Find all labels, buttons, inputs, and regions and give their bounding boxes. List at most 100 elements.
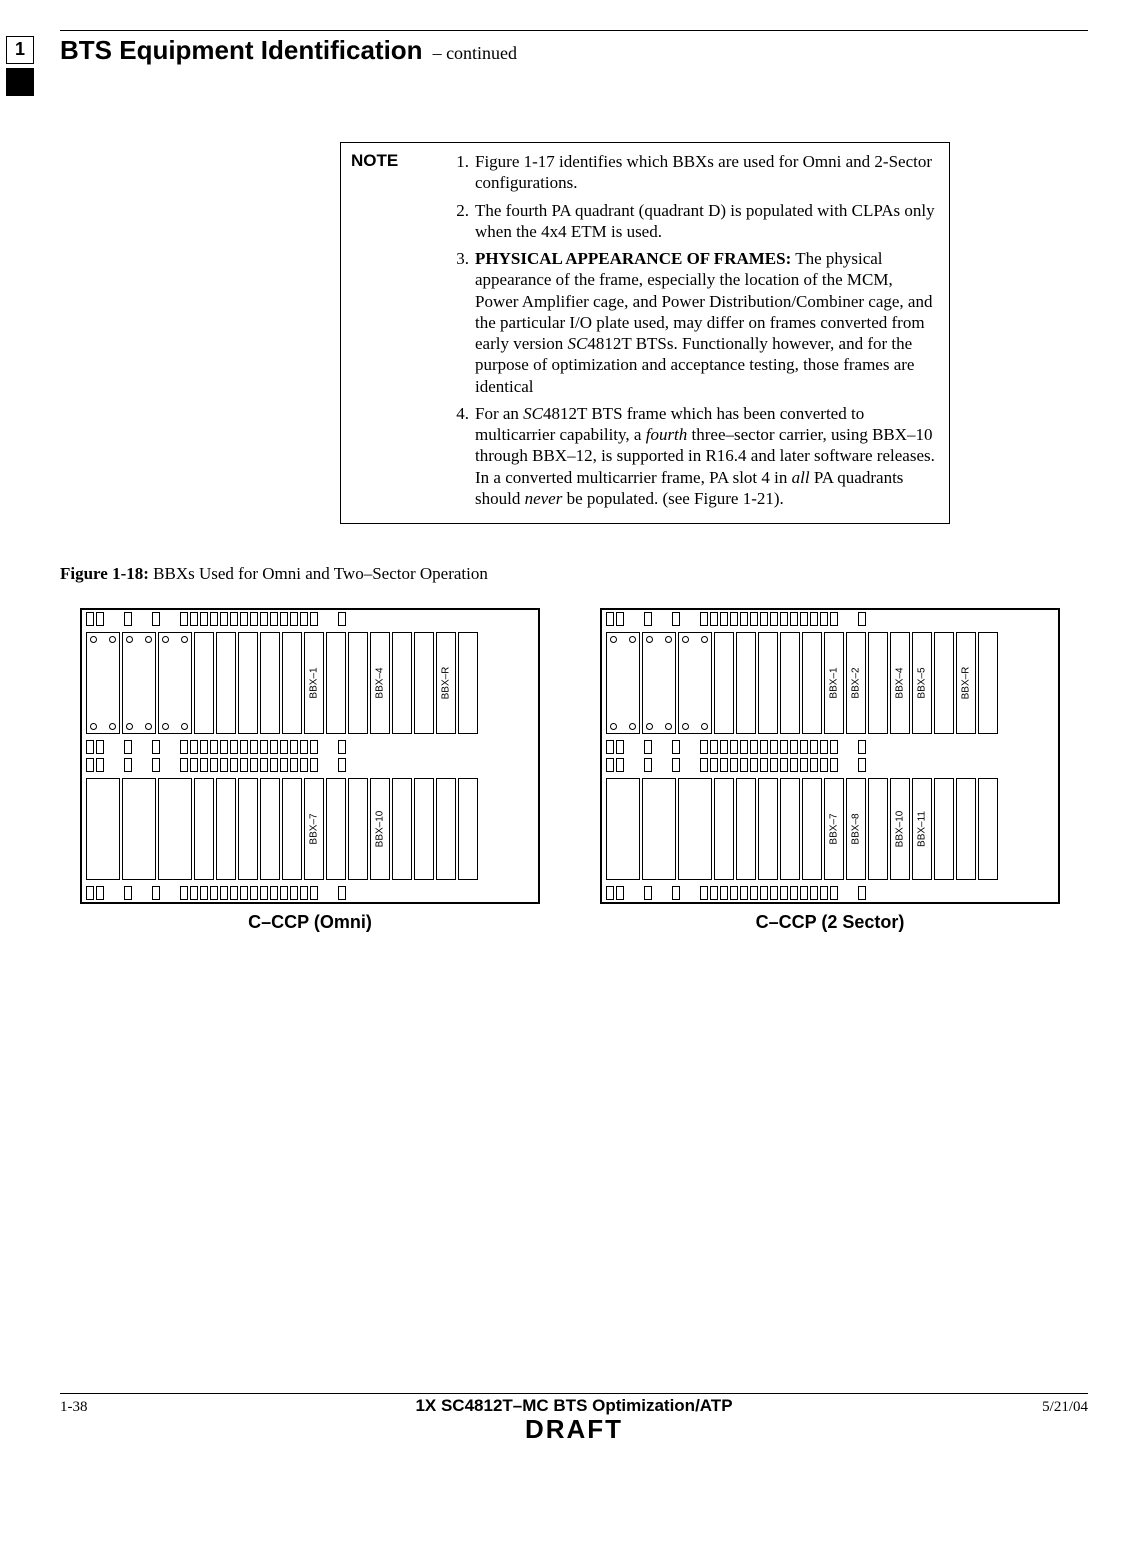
card-label: BBX–4 [895,667,906,698]
connector-icon [124,886,132,900]
connector-icon [250,612,258,626]
note-box: NOTE 1.Figure 1-17 identifies which BBXs… [340,142,950,524]
connector-icon [300,886,308,900]
connector-icon [858,612,866,626]
connector-icon [830,758,838,772]
connector-icon [790,886,798,900]
footer-doc-title: 1X SC4812T–MC BTS Optimization/ATP [180,1396,968,1416]
connector-icon [240,612,248,626]
connector-strip [602,756,1058,774]
connector-icon [800,612,808,626]
screw-icon [665,636,672,643]
connector-icon [200,886,208,900]
empty-card [736,778,756,880]
card-label: BBX–R [961,667,972,700]
connector-icon [730,740,738,754]
empty-card [260,632,280,734]
footer-date: 5/21/04 [968,1399,1088,1416]
empty-card [260,778,280,880]
empty-card [282,778,302,880]
connector-icon [606,886,614,900]
screw-icon [610,723,617,730]
connector-icon [240,740,248,754]
empty-card [978,632,998,734]
connector-icon [820,758,828,772]
connector-icon [858,740,866,754]
card-label: BBX–8 [851,813,862,844]
note-item-number: 3. [451,248,475,397]
connector-icon [190,886,198,900]
connector-icon [310,740,318,754]
footer-draft: DRAFT [60,1414,1088,1445]
connector-icon [830,612,838,626]
page-chapter-marker: 1 [6,36,34,64]
connector-icon [720,758,728,772]
connector-icon [750,758,758,772]
connector-icon [220,740,228,754]
connector-icon [290,740,298,754]
connector-icon [240,758,248,772]
connector-icon [700,758,708,772]
connector-icon [152,612,160,626]
connector-icon [152,886,160,900]
connector-icon [616,886,624,900]
connector-icon [290,758,298,772]
bbx-card: BBX–10 [370,778,390,880]
bbx-card: BBX–5 [912,632,932,734]
screw-icon [109,723,116,730]
connector-icon [830,740,838,754]
screw-icon [90,636,97,643]
connector-icon [338,758,346,772]
chassis-two-sector: BBX–1BBX–2BBX–4BBX–5BBX–R BBX–7BBX–8BBX–… [600,608,1060,904]
footer: 1-38 1X SC4812T–MC BTS Optimization/ATP … [60,1394,1088,1416]
connector-icon [280,612,288,626]
bbx-card: BBX–7 [304,778,324,880]
connector-icon [720,886,728,900]
connector-icon [750,612,758,626]
connector-strip [602,738,1058,756]
empty-card [158,632,192,734]
connector-icon [260,740,268,754]
screw-icon [181,723,188,730]
connector-icon [606,612,614,626]
connector-icon [300,612,308,626]
connector-icon [810,740,818,754]
connector-icon [820,612,828,626]
empty-card [678,632,712,734]
screw-icon [162,636,169,643]
screw-icon [682,723,689,730]
connector-icon [270,612,278,626]
connector-icon [720,612,728,626]
connector-icon [260,758,268,772]
note-item-number: 1. [451,151,475,194]
connector-icon [152,758,160,772]
connector-strip [602,884,1058,902]
note-body: 1.Figure 1-17 identifies which BBXs are … [451,143,949,523]
connector-icon [220,758,228,772]
connector-icon [290,612,298,626]
card-label: BBX–R [441,667,452,700]
connector-icon [230,758,238,772]
connector-icon [760,758,768,772]
connector-icon [230,886,238,900]
connector-strip [82,610,538,628]
connector-icon [672,886,680,900]
note-item: 4.For an SC4812T BTS frame which has bee… [451,403,937,509]
connector-icon [760,886,768,900]
connector-icon [800,886,808,900]
connector-icon [124,740,132,754]
empty-card [606,632,640,734]
connector-icon [250,758,258,772]
connector-icon [280,758,288,772]
card-label: BBX–10 [375,811,386,848]
empty-card [414,778,434,880]
screw-icon [126,723,133,730]
connector-icon [260,612,268,626]
connector-icon [790,758,798,772]
note-item-text: PHYSICAL APPEARANCE OF FRAMES: The physi… [475,248,937,397]
connector-icon [310,612,318,626]
bbx-card: BBX–7 [824,778,844,880]
connector-icon [750,740,758,754]
note-item: 2.The fourth PA quadrant (quadrant D) is… [451,200,937,243]
connector-icon [210,740,218,754]
